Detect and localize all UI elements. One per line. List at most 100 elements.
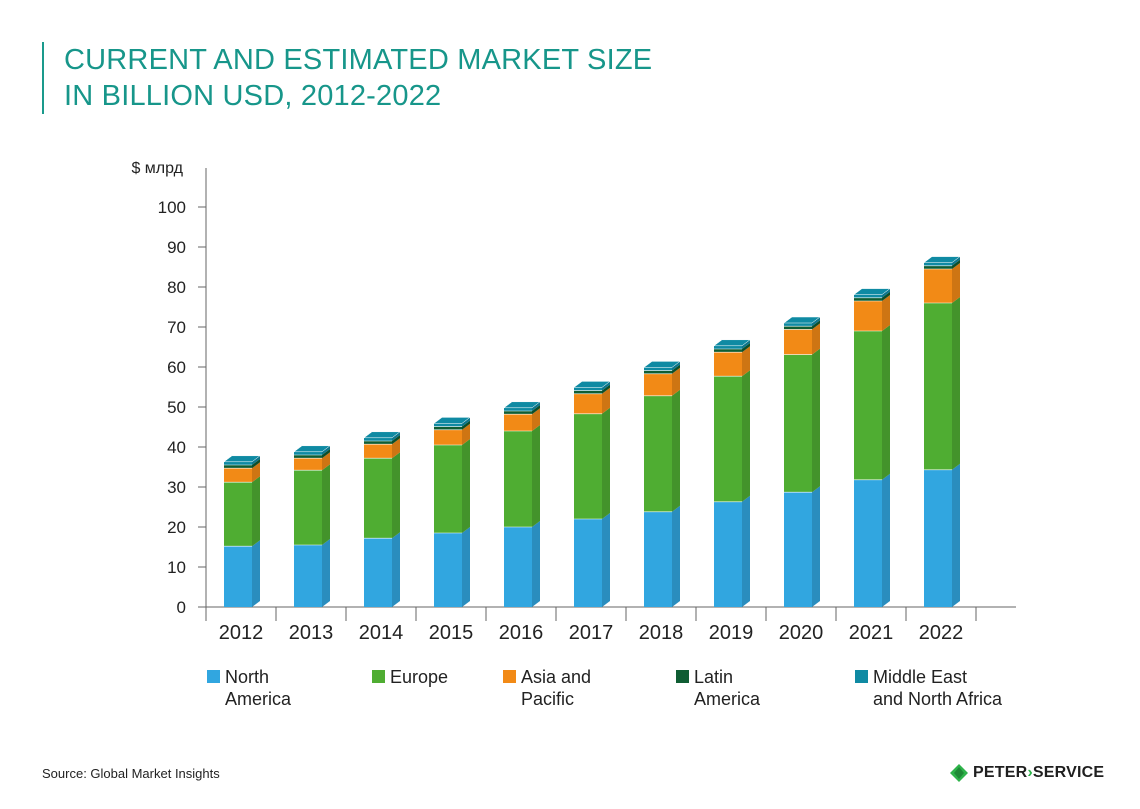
- legend-item-latin-america: Latin America: [676, 666, 761, 710]
- bar-2012-middle-east-top: [223, 455, 261, 463]
- bar-2016-middle-east: [504, 407, 532, 411]
- bar-2017-asia-and: [574, 393, 602, 414]
- bar-2020-north-side: [812, 486, 820, 607]
- bar-2016-asia-and: [504, 414, 532, 431]
- bar-2018-latin: [644, 370, 672, 374]
- bar-2021-asia-and-side: [882, 295, 890, 331]
- bar-2018-middle-east: [644, 367, 672, 371]
- bar-2014-north-side: [392, 532, 400, 607]
- bar-2022-middle-east: [924, 262, 952, 266]
- bar-2015-asia-and: [434, 429, 462, 445]
- bar-2019-asia-and: [714, 352, 742, 377]
- bar-2015-latin: [434, 426, 462, 430]
- legend-label-latin-america: Latin America: [694, 667, 761, 709]
- bar-2020-asia-and: [784, 329, 812, 355]
- bar-2015-latin-side: [462, 420, 470, 430]
- bar-2012-latin-side: [252, 459, 260, 469]
- bar-2015-europe: [434, 445, 462, 533]
- bar-2017-middle-east-top: [573, 381, 611, 388]
- bar-2013-north-side: [322, 539, 330, 607]
- x-tick-label: 2017: [569, 622, 614, 644]
- x-tick-label: 2012: [219, 622, 264, 644]
- bar-2016-north-side: [532, 521, 540, 607]
- legend-swatch-europe: [372, 670, 385, 683]
- bar-2014-latin: [364, 441, 392, 445]
- bar-2021-north: [854, 479, 882, 607]
- bar-2019-latin-side: [742, 343, 750, 353]
- bar-2019-europe-side: [742, 370, 750, 502]
- y-tick-label: 20: [167, 518, 186, 537]
- bar-2012-middle-east: [224, 461, 252, 465]
- y-axis-label: $ млрд: [131, 160, 183, 177]
- bar-2013-north: [294, 545, 322, 607]
- bar-2017-middle-east-side: [602, 381, 610, 391]
- bar-2019-north: [714, 501, 742, 607]
- bar-2018-north: [644, 511, 672, 607]
- bar-2016-north: [504, 527, 532, 607]
- y-tick-label: 10: [167, 558, 186, 577]
- bar-2015-europe-side: [462, 439, 470, 533]
- legend-label-asia-pacific: Asia and Pacific: [521, 667, 592, 709]
- bar-2020-latin: [784, 326, 812, 330]
- x-tick-label: 2016: [499, 622, 544, 644]
- bar-2015-middle-east-side: [462, 417, 470, 427]
- bar-2017-north: [574, 519, 602, 607]
- bar-2022-latin-side: [952, 259, 960, 269]
- bar-2021-middle-east-side: [882, 288, 890, 298]
- bar-2020-north: [784, 492, 812, 607]
- legend-label-north-america: North America: [225, 667, 292, 709]
- logo-separator: ›: [1027, 764, 1033, 781]
- bar-2014-middle-east-top: [363, 431, 401, 439]
- bar-2019-middle-east: [714, 345, 742, 349]
- legend-swatch-mena: [855, 670, 868, 683]
- chart-title-line-2: IN BILLION USD, 2012-2022: [64, 80, 442, 112]
- bar-2015-middle-east: [434, 423, 462, 427]
- bar-2016-asia-and-side: [532, 408, 540, 431]
- bar-2021-latin-side: [882, 291, 890, 301]
- bar-2022-middle-east-top: [923, 256, 961, 263]
- x-tick-label: 2014: [359, 622, 404, 644]
- bar-2021-europe-side: [882, 325, 890, 480]
- bar-2019-middle-east-top: [713, 339, 751, 347]
- bar-2022-europe: [924, 303, 952, 470]
- bar-2014-latin-side: [392, 435, 400, 445]
- y-tick-label: 100: [158, 198, 186, 217]
- bar-2021-asia-and: [854, 301, 882, 331]
- bar-2022-north: [924, 469, 952, 607]
- bar-2016-europe: [504, 431, 532, 527]
- x-tick-label: 2019: [709, 622, 754, 644]
- bar-2012-middle-east-side: [252, 455, 260, 465]
- y-tick-label: 0: [177, 598, 186, 617]
- bar-2022-asia-and: [924, 269, 952, 303]
- bar-2013-europe-side: [322, 464, 330, 545]
- bar-2017-asia-and-side: [602, 387, 610, 414]
- bar-2021-middle-east-top: [853, 288, 891, 295]
- bar-2014-asia-and: [364, 444, 392, 459]
- bar-2018-north-side: [672, 505, 680, 607]
- bar-2022-latin: [924, 265, 952, 269]
- y-tick-label: 60: [167, 358, 186, 377]
- bar-2018-asia-and: [644, 373, 672, 396]
- bar-2012-asia-and: [224, 468, 252, 483]
- bar-2012-asia-and-side: [252, 462, 260, 483]
- y-tick-label: 40: [167, 438, 186, 457]
- bar-2018-europe: [644, 395, 672, 512]
- logo-text-right: SERVICE: [1032, 764, 1105, 781]
- bar-2019-middle-east-side: [742, 339, 750, 349]
- legend-swatch-north-america: [207, 670, 220, 683]
- legend-item-north-america: North America: [207, 666, 292, 710]
- bar-2012-latin: [224, 465, 252, 469]
- x-tick-label: 2018: [639, 622, 684, 644]
- bar-2020-europe-side: [812, 348, 820, 493]
- bar-2022-north-side: [952, 463, 960, 607]
- legend-label-mena: Middle East and North Africa: [873, 667, 1003, 709]
- bar-2015-north-side: [462, 527, 470, 607]
- x-tick-label: 2013: [289, 622, 334, 644]
- bar-2021-middle-east: [854, 294, 882, 298]
- bar-2020-middle-east-side: [812, 317, 820, 327]
- chart-title-line-1: CURRENT AND ESTIMATED MARKET SIZE: [64, 44, 653, 76]
- bar-2012-north-side: [252, 540, 260, 607]
- bar-2013-middle-east-top: [293, 445, 331, 453]
- logo-text: PETER›SERVICE: [973, 764, 1104, 782]
- bar-2012-europe-side: [252, 476, 260, 547]
